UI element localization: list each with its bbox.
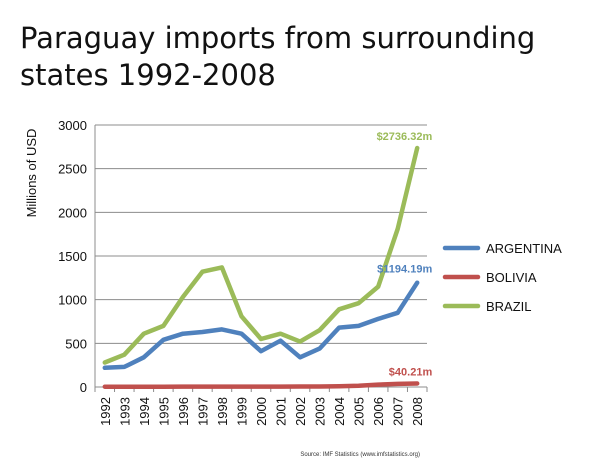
x-tick-label: 1998 — [215, 397, 230, 426]
source-note: Source: IMF Statistics (www.imfstatistic… — [300, 452, 420, 458]
x-axis-ticks: 1992 1993 1994 1995 1996 1997 1998 1999 2000 2001… — [94, 387, 428, 426]
x-tick-label: 2004 — [332, 397, 347, 426]
y-tick-label: 2500 — [58, 162, 87, 177]
x-tick-label: 1994 — [137, 397, 152, 426]
legend-label-brazil: BRAZIL — [486, 299, 532, 314]
series-line-brazil — [102, 145, 420, 365]
end-label-argentina: $1194.19m — [377, 264, 432, 276]
series-lines — [102, 145, 420, 389]
end-label-bolivia: $40.21m — [389, 366, 433, 378]
x-tick-label: 2003 — [313, 397, 328, 426]
legend-label-bolivia: BOLIVIA — [486, 270, 537, 285]
x-tick-label: 1999 — [234, 397, 249, 426]
x-tick-label: 2000 — [254, 397, 269, 426]
y-tick-label: 1500 — [58, 249, 87, 264]
end-label-brazil: $2736.32m — [377, 131, 433, 143]
grid-lines — [94, 124, 427, 388]
x-tick-label: 2001 — [274, 397, 289, 426]
y-tick-label: 500 — [65, 336, 87, 351]
x-tick-label: 2008 — [410, 397, 425, 426]
x-tick-label: 1993 — [117, 397, 132, 426]
end-labels: $1194.19m $40.21m $2736.32m — [377, 131, 433, 378]
legend-label-argentina: ARGENTINA — [486, 241, 562, 256]
series-line-bolivia — [102, 381, 420, 389]
x-tick-label: 1995 — [156, 397, 171, 426]
x-tick-label: 1996 — [176, 397, 191, 426]
legend: ARGENTINA BOLIVIA BRAZIL — [442, 241, 562, 314]
y-tick-label: 2000 — [58, 205, 87, 220]
x-tick-label: 2002 — [293, 397, 308, 426]
y-tick-label: 3000 — [58, 118, 87, 133]
y-tick-label: 0 — [80, 380, 87, 395]
y-axis-title: Millions of USD — [24, 129, 39, 218]
x-tick-label: 2005 — [352, 397, 367, 426]
x-tick-label: 2007 — [391, 397, 406, 426]
x-tick-label: 1992 — [98, 397, 113, 426]
y-tick-label: 1000 — [58, 293, 87, 308]
chart-title: Paraguay imports from surrounding states… — [20, 21, 536, 92]
x-tick-label: 1997 — [195, 397, 210, 426]
x-tick-label: 2006 — [371, 397, 386, 426]
y-axis-ticks: 0 500 1000 1500 2000 2500 3000 — [58, 118, 87, 395]
series-line-argentina — [102, 280, 420, 371]
